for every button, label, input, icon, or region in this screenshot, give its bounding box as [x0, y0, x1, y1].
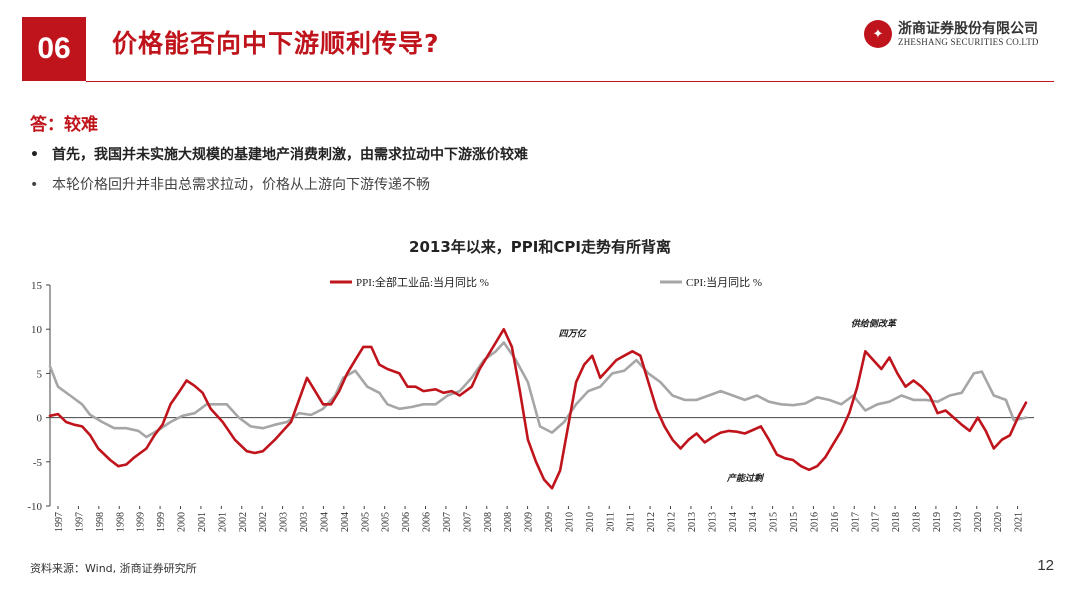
bullet-text: 本轮价格回升并非由总需求拉动，价格从上游向下游传递不畅	[52, 177, 430, 193]
bullet-item: • 本轮价格回升并非由总需求拉动，价格从上游向下游传递不畅	[30, 174, 430, 194]
company-name-cn: 浙商证券股份有限公司	[898, 21, 1038, 37]
y-tick-label: 5	[37, 368, 43, 380]
y-tick-label: 0	[37, 413, 43, 425]
x-tick-label: 2018	[891, 512, 902, 532]
x-tick-label: 2004	[340, 512, 351, 532]
x-tick-label: 2014	[748, 512, 759, 532]
x-tick-label: 2015	[789, 512, 800, 532]
x-tick-label: 1999	[156, 512, 167, 532]
x-tick-label: 2007	[442, 512, 453, 532]
x-tick-label: 2016	[830, 512, 841, 532]
company-logo-icon: ✦	[864, 20, 892, 48]
x-tick-label: 2005	[360, 512, 371, 532]
answer-heading: 答：较难	[30, 115, 98, 135]
x-tick-label: 2001	[197, 512, 208, 532]
x-tick-label: 1998	[95, 512, 106, 532]
x-tick-label: 2017	[871, 512, 882, 532]
x-tick-label: 2010	[585, 512, 596, 532]
bullet-item: • 首先，我国并未实施大规模的基建地产消费刺激，由需求拉动中下游涨价较难	[30, 144, 528, 164]
x-tick-label: 2002	[258, 512, 269, 532]
ppi-series-line	[48, 327, 1028, 490]
legend-label: CPI:当月同比 %	[686, 275, 762, 289]
x-tick-label: 2006	[422, 512, 433, 532]
chart-title: 2013年以来，PPI和CPI走势有所背离	[409, 238, 671, 256]
x-tick-label: 2020	[973, 512, 984, 532]
x-tick-label: 2009	[524, 512, 535, 532]
x-tick-label: 2019	[932, 512, 943, 532]
x-tick-label: 2004	[319, 512, 330, 532]
x-tick-label: 2002	[238, 512, 249, 532]
company-logo: ✦ 浙商证券股份有限公司 ZHESHANG SECURITIES CO.LTD	[864, 18, 1054, 52]
x-tick-label: 2018	[912, 512, 923, 532]
x-tick-label: 2020	[993, 512, 1004, 532]
x-tick-label: 2003	[299, 512, 310, 532]
x-tick-label: 2008	[483, 512, 494, 532]
legend-label: PPI:全部工业品:当月同比 %	[356, 275, 489, 289]
y-tick-label: -10	[27, 501, 42, 513]
y-tick-label: 15	[31, 280, 43, 292]
x-tick-label: 1997	[54, 512, 65, 532]
x-tick-label: 2019	[952, 512, 963, 532]
chart-annotation: 供给侧改革	[851, 319, 898, 330]
ppi-cpi-line-chart: -10 -5 0 5 10 15 1997 1997 1998 1998 1999 1999 2000 2…	[27, 275, 1034, 532]
x-tick-label: 1999	[136, 512, 147, 532]
bullet-dot-icon: •	[30, 177, 39, 193]
x-tick-label: 2014	[728, 512, 739, 532]
cpi-series-line	[48, 341, 1028, 439]
bullet-dot-icon: •	[30, 147, 39, 163]
x-tick-label: 2011	[605, 512, 616, 532]
x-tick-label: 2016	[809, 512, 820, 532]
y-tick-label: -5	[33, 457, 43, 469]
x-tick-label: 2013	[687, 512, 698, 532]
data-source-note: 资料来源：Wind, 浙商证券研究所	[30, 562, 197, 575]
page-number: 12	[1037, 557, 1054, 574]
x-tick-label: 2010	[564, 512, 575, 532]
x-tick-label: 2001	[217, 512, 228, 532]
x-tick-label: 2006	[401, 512, 412, 532]
chart-annotation: 产能过剩	[726, 473, 765, 484]
x-tick-label: 2011	[626, 512, 637, 532]
x-tick-label: 2008	[503, 512, 514, 532]
x-tick-label: 2000	[177, 512, 188, 532]
x-tick-label: 2007	[462, 512, 473, 532]
company-name-en: ZHESHANG SECURITIES CO.LTD	[898, 37, 1039, 47]
x-tick-label: 2009	[544, 512, 555, 532]
bullet-text: 首先，我国并未实施大规模的基建地产消费刺激，由需求拉动中下游涨价较难	[52, 147, 528, 163]
slide-title: 价格能否向中下游顺利传导?	[112, 29, 440, 58]
x-tick-label: 2013	[707, 512, 718, 532]
chart-annotation: 四万亿	[559, 328, 588, 339]
y-tick-label: 10	[31, 324, 43, 336]
x-tick-label: 2017	[850, 512, 861, 532]
x-tick-label: 2005	[381, 512, 392, 532]
x-tick-label: 2012	[667, 512, 678, 532]
x-tick-label: 2021	[1014, 512, 1025, 532]
x-tick-label: 1998	[115, 512, 126, 532]
x-tick-label: 2012	[646, 512, 657, 532]
title-divider	[86, 81, 1054, 82]
section-number-badge: 06	[22, 17, 86, 81]
x-tick-label: 2003	[279, 512, 290, 532]
x-tick-label: 2015	[769, 512, 780, 532]
x-tick-label: 1997	[74, 512, 85, 532]
